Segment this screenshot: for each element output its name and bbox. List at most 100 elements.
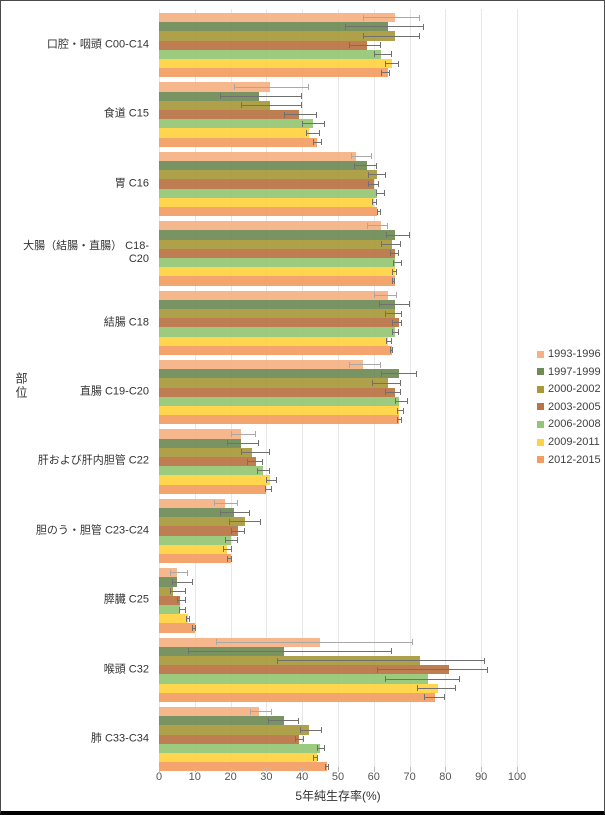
axis-tick-label: 10 [188,771,201,783]
axis-tick-label: 60 [367,771,380,783]
error-bar-cap [258,440,260,447]
error-bar-cap [379,42,381,49]
error-bar-cap [350,153,352,160]
error-bar-cap [228,518,230,525]
error-bar-cap [301,102,303,109]
error-bar [380,243,401,245]
error-bar [372,201,378,203]
error-bar-cap [231,555,233,562]
error-bar-cap [264,486,266,493]
error-bar [389,252,399,254]
error-bar [169,590,186,592]
bar [159,614,188,624]
error-bar-cap [415,370,417,377]
error-bar-cap [397,407,399,414]
error-bar-cap [295,736,297,743]
error-bar-cap [169,588,171,595]
axis-tick-label: 90 [475,771,488,783]
error-bar-cap [363,33,365,39]
legend-item: 2006-2008 [537,418,601,430]
bar [159,762,328,772]
bar [159,734,299,744]
bar [159,544,228,554]
bar [159,207,378,217]
category-label: 口腔・咽頭 C00-C14 [46,38,149,51]
error-bar-cap [380,370,382,377]
error-bar [368,174,387,176]
error-bar-cap [184,588,186,595]
error-bar-cap [387,222,389,229]
error-bar [241,104,303,106]
error-bar-cap [241,449,243,456]
axis-tick-label: 40 [296,771,309,783]
error-bar-cap [423,694,425,701]
error-bar [214,502,238,504]
bar [159,554,231,564]
bar [159,716,285,726]
error-bar [389,349,394,351]
error-bar-cap [406,398,408,405]
category-label: 結腸 C18 [103,316,149,329]
error-bar-cap [317,754,319,761]
y-axis-title: 部位 [14,372,28,400]
bar [159,568,177,578]
error-bar-cap [372,380,373,386]
error-bar [391,331,399,333]
bar [159,128,310,138]
bar [159,415,399,425]
error-bar-cap [399,241,401,248]
bar [159,327,396,337]
legend-label: 1993-1996 [548,348,601,360]
legend-swatch-icon [537,456,544,464]
error-bar-cap [391,268,393,275]
legend-label: 2009-2011 [548,436,600,448]
axis-tick-label: 70 [403,771,416,783]
bar [159,674,428,684]
error-bar-cap [300,727,302,733]
bar [159,595,181,605]
error-bar [185,618,191,620]
error-bar [268,720,299,722]
bar [159,309,396,319]
error-bar-cap [385,171,387,178]
error-bar-cap [216,639,218,646]
error-bar-cap [458,676,460,682]
error-bar-cap [397,329,399,335]
error-bar [176,599,186,601]
error-bar [423,696,446,698]
bar [159,22,389,32]
legend-item: 2003-2005 [537,401,601,413]
error-bar-cap [302,120,304,127]
axis-tick [373,767,375,772]
error-bar-cap [231,546,233,553]
error-bar [191,627,196,629]
error-bar-cap [393,259,395,266]
bar [159,429,242,439]
bar [159,508,235,518]
error-bar [223,548,233,550]
bar [159,170,378,180]
category-label: 肝および肝内胆管 C22 [37,454,149,467]
error-bar-cap [401,259,403,266]
error-bar-cap [396,268,398,275]
error-bar [284,114,317,116]
gridline [481,9,483,767]
error-bar [373,294,398,296]
error-bar-cap [187,648,189,655]
axis-tick [338,767,339,772]
error-bar-cap [376,199,378,206]
error-bar-cap [399,389,401,396]
error-bar [368,183,380,185]
error-bar-cap [444,694,446,701]
error-bar-cap [390,51,392,58]
error-bar-cap [371,153,372,160]
bar [159,623,195,633]
bar [159,457,256,467]
category-label: 大腸（結腸・直腸） C18-C20 [23,240,149,266]
error-bar-cap [368,181,370,187]
error-bar-cap [366,222,368,229]
error-bar [234,86,310,88]
error-bar [312,757,319,759]
error-bar-cap [243,528,245,534]
error-bar [380,373,417,375]
